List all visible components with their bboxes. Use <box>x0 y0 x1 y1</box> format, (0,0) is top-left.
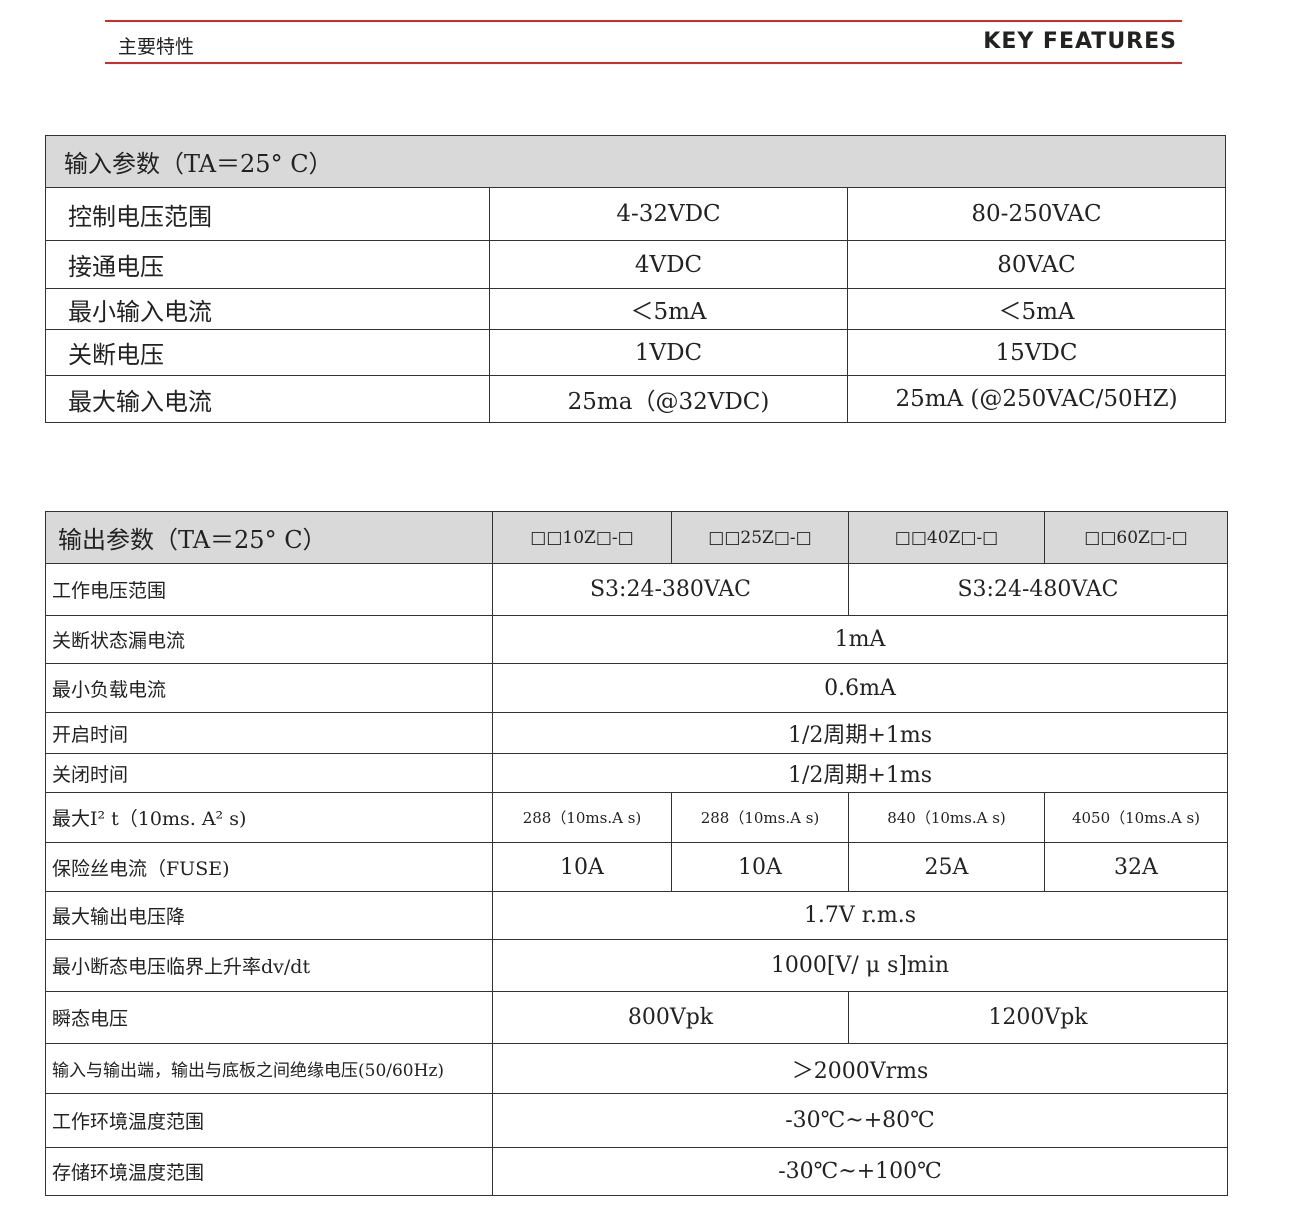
table-row: 开启时间 1/2周期+1ms <box>45 712 1228 754</box>
value: 1mA <box>492 615 1228 664</box>
value: 25A <box>848 842 1045 892</box>
input-table-title: 输入参数（TA＝25° C） <box>44 135 1227 188</box>
table-row: 最小输入电流 ＜5mA ＜5mA <box>45 288 1227 330</box>
output-table-title: 输出参数（TA＝25° C） <box>45 511 493 564</box>
row-label: 开启时间 <box>45 712 493 754</box>
value: 32A <box>1044 842 1228 892</box>
value: S3:24-380VAC <box>492 563 849 616</box>
table-row: 关断电压 1VDC 15VDC <box>45 329 1227 376</box>
table-row: 最小断态电压临界上升率dv/dt 1000[V/ μ s]min <box>45 939 1228 992</box>
row-label: 关断电压 <box>45 329 490 376</box>
row-label: 接通电压 <box>45 240 490 289</box>
row-label: 关断状态漏电流 <box>45 615 493 664</box>
input-parameters-table: 输入参数（TA＝25° C） 控制电压范围 4-32VDC 80-250VAC 接通… <box>44 135 1227 423</box>
table-row: 工作环境温度范围 -30℃~+80℃ <box>45 1093 1228 1148</box>
model-header: □□40Z□-□ <box>848 511 1045 564</box>
dc-value: 25ma（@32VDC) <box>489 375 848 423</box>
table-row: 保险丝电流（FUSE) 10A 10A 25A 32A <box>45 842 1228 892</box>
row-label: 输入与输出端，输出与底板之间绝缘电压(50/60Hz) <box>45 1043 493 1094</box>
table-row: 工作电压范围 S3:24-380VAC S3:24-480VAC <box>45 563 1228 616</box>
ac-value: 25mA (@250VAC/50HZ) <box>846 375 1227 423</box>
section-title-cn: 主要特性 <box>118 36 195 58</box>
value: S3:24-480VAC <box>848 563 1228 616</box>
table-row: 最大输入电流 25ma（@32VDC) 25mA (@250VAC/50HZ) <box>45 375 1227 423</box>
value: 1/2周期+1ms <box>492 712 1228 754</box>
table-row: 最大输出电压降 1.7V r.m.s <box>45 891 1228 940</box>
row-label: 保险丝电流（FUSE) <box>45 842 493 892</box>
row-label: 最大I² t（10ms. A² s) <box>45 792 493 843</box>
output-parameters-table: 输出参数（TA＝25° C） □□10Z□-□ □□25Z□-□ □□40Z□-… <box>45 511 1228 1196</box>
model-header: □□10Z□-□ <box>492 511 672 564</box>
value: ＞2000Vrms <box>492 1043 1228 1094</box>
row-label: 最小负载电流 <box>45 663 493 713</box>
value: 288（10ms.A s) <box>492 792 672 843</box>
row-label: 瞬态电压 <box>45 991 493 1044</box>
row-label: 最大输出电压降 <box>45 891 493 940</box>
value: 1.7V r.m.s <box>492 891 1228 940</box>
value: 1/2周期+1ms <box>492 753 1228 793</box>
table-row: 关闭时间 1/2周期+1ms <box>45 753 1228 793</box>
model-header: □□60Z□-□ <box>1044 511 1228 564</box>
dc-value: ＜5mA <box>489 288 848 330</box>
row-label: 存储环境温度范围 <box>45 1147 493 1196</box>
model-header: □□25Z□-□ <box>671 511 849 564</box>
dc-value: 1VDC <box>489 329 848 376</box>
value: 0.6mA <box>492 663 1228 713</box>
row-label: 控制电压范围 <box>45 187 490 241</box>
table-row: 输入与输出端，输出与底板之间绝缘电压(50/60Hz) ＞2000Vrms <box>45 1043 1228 1094</box>
value: 1000[V/ μ s]min <box>492 939 1228 992</box>
table-row: 最大I² t（10ms. A² s) 288（10ms.A s) 288（10ms.… <box>45 792 1228 843</box>
section-header: 主要特性 KEY FEATURES <box>105 20 1182 64</box>
table-row: 瞬态电压 800Vpk 1200Vpk <box>45 991 1228 1044</box>
section-title-en: KEY FEATURES <box>983 29 1177 54</box>
table-row: 接通电压 4VDC 80VAC <box>45 240 1227 289</box>
row-label: 最小断态电压临界上升率dv/dt <box>45 939 493 992</box>
value: 800Vpk <box>492 991 849 1044</box>
dc-value: 4-32VDC <box>489 187 848 241</box>
value: 10A <box>671 842 849 892</box>
value: 288（10ms.A s) <box>671 792 849 843</box>
value: 10A <box>492 842 672 892</box>
row-label: 关闭时间 <box>45 753 493 793</box>
value: 840（10ms.A s) <box>848 792 1045 843</box>
row-label: 工作电压范围 <box>45 563 493 616</box>
value: -30℃~+80℃ <box>492 1093 1228 1148</box>
ac-value: ＜5mA <box>846 288 1227 330</box>
table-row: 最小负载电流 0.6mA <box>45 663 1228 713</box>
table-row: 存储环境温度范围 -30℃~+100℃ <box>45 1147 1228 1196</box>
table-row: 控制电压范围 4-32VDC 80-250VAC <box>45 187 1227 241</box>
ac-value: 15VDC <box>846 329 1227 376</box>
row-label: 最小输入电流 <box>45 288 490 330</box>
row-label: 工作环境温度范围 <box>45 1093 493 1148</box>
row-label: 最大输入电流 <box>45 375 490 423</box>
dc-value: 4VDC <box>489 240 848 289</box>
value: -30℃~+100℃ <box>492 1147 1228 1196</box>
ac-value: 80-250VAC <box>846 187 1227 241</box>
value: 4050（10ms.A s) <box>1044 792 1228 843</box>
table-row: 关断状态漏电流 1mA <box>45 615 1228 664</box>
value: 1200Vpk <box>848 991 1228 1044</box>
ac-value: 80VAC <box>846 240 1227 289</box>
